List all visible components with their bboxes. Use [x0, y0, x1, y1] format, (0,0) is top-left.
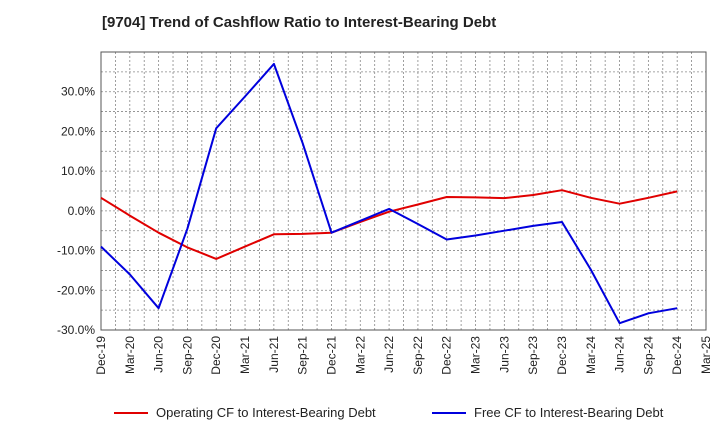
x-tick-label: Dec-20 [209, 336, 223, 375]
series-lines [100, 62, 678, 325]
y-tick-label: -20.0% [57, 283, 95, 297]
x-tick-label: Mar-20 [123, 336, 137, 374]
x-tick-label: Mar-21 [238, 336, 252, 374]
legend-item-operating-cf: Operating CF to Interest-Bearing Debt [114, 405, 376, 420]
y-axis-tick-labels: -30.0% -20.0% -10.0% 0.0% 10.0% 20.0% 30.0% [57, 85, 95, 337]
series-line-free-cf [100, 62, 678, 325]
y-tick-label: 10.0% [61, 164, 95, 178]
x-tick-label: Jun-21 [267, 336, 281, 373]
y-tick-label: -30.0% [57, 323, 95, 337]
grid-lines [101, 52, 706, 330]
x-tick-label: Mar-25 [699, 336, 713, 374]
x-tick-label: Sep-20 [180, 336, 194, 375]
legend-item-free-cf: Free CF to Interest-Bearing Debt [432, 405, 663, 420]
x-tick-label: Sep-24 [641, 336, 655, 375]
x-tick-label: Mar-23 [469, 336, 483, 374]
y-tick-label: 20.0% [61, 124, 95, 138]
plot-area-border [100, 51, 707, 331]
y-tick-label: -10.0% [57, 244, 95, 258]
y-tick-label: 30.0% [61, 85, 95, 99]
x-tick-label: Dec-22 [440, 336, 454, 375]
legend-label-free-cf: Free CF to Interest-Bearing Debt [474, 405, 664, 420]
x-tick-label: Mar-22 [353, 336, 367, 374]
x-tick-label: Jun-24 [613, 336, 627, 373]
x-tick-label: Dec-23 [555, 336, 569, 375]
x-axis-tick-labels: Dec-19 Mar-20 Jun-20 Sep-20 Dec-20 Mar-21 Jun-… [94, 336, 713, 375]
x-tick-label: Dec-21 [324, 336, 338, 375]
x-tick-label: Mar-24 [584, 336, 598, 374]
series-line-operating-cf [100, 189, 678, 260]
legend-swatch-free-cf [432, 411, 466, 414]
y-tick-label: 0.0% [68, 204, 96, 218]
x-tick-label: Jun-23 [497, 336, 511, 373]
x-tick-label: Sep-23 [526, 336, 540, 375]
x-tick-label: Sep-22 [411, 336, 425, 375]
x-tick-label: Dec-24 [670, 336, 684, 375]
x-tick-label: Sep-21 [296, 336, 310, 375]
x-tick-label: Dec-19 [94, 336, 108, 375]
legend-swatch-operating-cf [114, 411, 148, 414]
x-tick-label: Jun-22 [382, 336, 396, 373]
chart-title: [9704] Trend of Cashflow Ratio to Intere… [102, 14, 497, 31]
x-tick-label: Jun-20 [152, 336, 166, 373]
legend-label-operating-cf: Operating CF to Interest-Bearing Debt [156, 405, 376, 420]
